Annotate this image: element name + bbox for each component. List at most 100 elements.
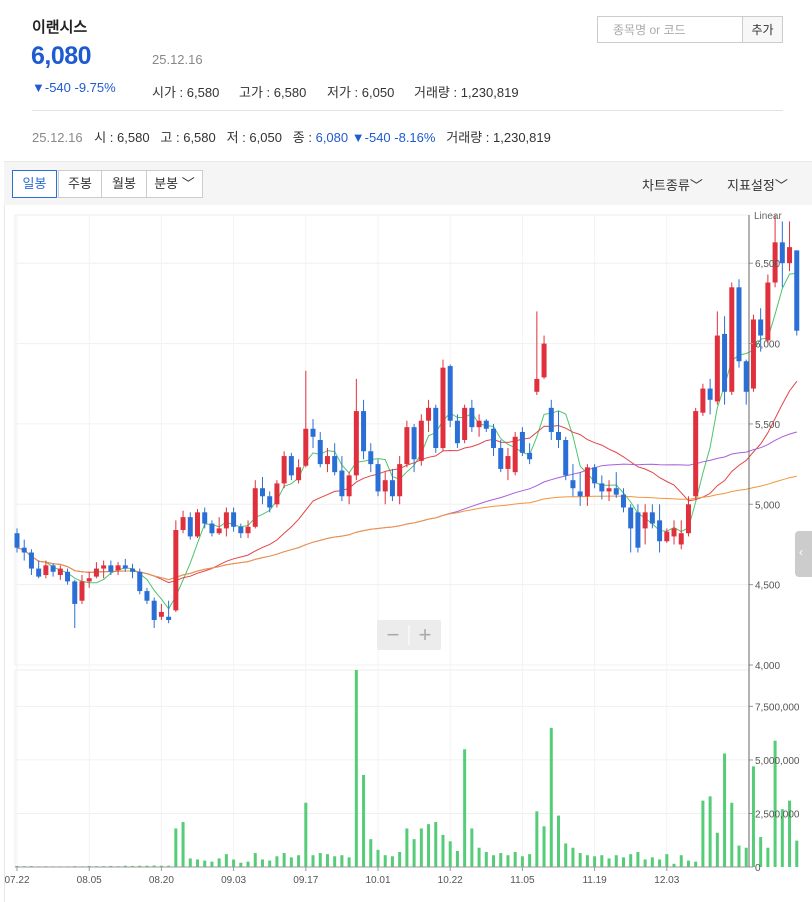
volume-bar — [658, 859, 662, 867]
volume-bar — [145, 865, 149, 867]
scale-label: Linear — [754, 211, 782, 222]
high-price: 고가 : 6,580 — [239, 85, 307, 100]
chart-type-menu[interactable]: 차트종류﹀ — [642, 178, 703, 193]
current-price: 6,080 — [31, 42, 92, 70]
volume-bar — [419, 828, 423, 867]
volume-bar — [196, 859, 199, 867]
price-tick-label: 4,500 — [755, 581, 780, 592]
volume-bar — [513, 852, 517, 867]
volume-bar — [715, 832, 719, 867]
tab-daily[interactable]: 일봉 — [12, 170, 57, 198]
candle-body — [389, 480, 395, 497]
volume-bar — [253, 853, 257, 867]
volume-bar — [123, 865, 127, 867]
volume-bar — [694, 861, 698, 867]
candle-body — [303, 428, 309, 466]
volume-bar — [333, 856, 337, 867]
x-tick-label: 11.05 — [510, 875, 535, 886]
volume-bar — [607, 858, 611, 867]
volume-bar — [484, 852, 488, 867]
volume-bar — [766, 847, 770, 867]
candle-body — [86, 578, 92, 582]
volume-bar — [492, 855, 496, 867]
volume-bar — [232, 859, 236, 867]
x-tick-label: 10.22 — [438, 875, 463, 886]
x-tick-label: 07.22 — [5, 875, 30, 886]
volume-bar — [181, 822, 185, 867]
price-tick-label: 6,500 — [755, 259, 780, 270]
volume-bar — [686, 860, 690, 867]
side-panel-handle[interactable]: ‹ — [795, 531, 812, 577]
candle-body — [173, 530, 179, 611]
tab-minute[interactable]: 분봉 ﹀ — [146, 170, 203, 198]
candle-body — [418, 420, 424, 461]
candle-body — [570, 480, 576, 489]
price-tick-label: 6,000 — [755, 340, 780, 351]
candle-body — [209, 523, 215, 534]
candle-body — [375, 464, 381, 492]
chevron-left-icon: ‹ — [799, 545, 803, 559]
candle-body — [180, 517, 186, 530]
candle-body — [166, 616, 172, 620]
zoom-out-button[interactable]: − — [387, 622, 400, 647]
volume-bar — [679, 855, 683, 867]
chart-area: 4,000 4,500 5,000 5,500 6,000 6,500 0 2,500,000… — [4, 205, 812, 902]
search-input[interactable] — [598, 17, 743, 42]
x-tick-label: 11.19 — [582, 875, 607, 886]
add-button[interactable]: 추가 — [742, 16, 783, 43]
ohlc-date: 25.12.16 — [32, 130, 83, 145]
price-volume-chart[interactable]: 4,000 4,500 5,000 5,500 6,000 6,500 0 2,500,000… — [4, 205, 812, 902]
volume-bar — [210, 861, 214, 867]
candle-body — [216, 528, 222, 534]
volume-bar — [260, 859, 264, 867]
volume-bar — [737, 845, 741, 867]
candle-body — [411, 427, 417, 460]
zoom-in-button[interactable]: + — [419, 622, 432, 647]
volume-bar — [354, 670, 358, 867]
candle-body — [541, 343, 547, 378]
candle-body — [794, 250, 800, 331]
candle-body — [252, 488, 258, 527]
x-tick-label: 09.03 — [221, 875, 246, 886]
volume-bar — [340, 855, 344, 867]
candle-body — [476, 420, 482, 428]
ma20-line — [16, 380, 798, 584]
candle-body — [584, 467, 590, 497]
volume-bar — [282, 853, 286, 867]
candle-body — [642, 512, 648, 529]
volume-bar — [109, 865, 113, 867]
candle-body — [483, 420, 489, 429]
chevron-down-icon: ﹀ — [774, 178, 788, 193]
ohlc-summary: 25.12.16 시 : 6,580 고 : 6,580 저 : 6,050 종… — [32, 130, 551, 145]
candle-body — [245, 526, 251, 534]
candle-body — [158, 611, 164, 617]
tab-monthly[interactable]: 월봉 — [101, 170, 147, 198]
volume-bar — [239, 862, 243, 867]
ohlc-change: ▼-540 -8.16% — [351, 130, 436, 145]
volume-bar — [188, 858, 192, 867]
volume-bar — [383, 855, 387, 867]
volume-bar — [535, 811, 539, 867]
candle-body — [454, 420, 460, 444]
candle-body — [714, 335, 720, 402]
candle-body — [620, 494, 626, 508]
candle-body — [72, 581, 78, 604]
price-tick-label: 4,000 — [755, 661, 780, 672]
candle-body — [346, 475, 352, 497]
candle-body — [28, 552, 34, 569]
volume-bar — [585, 855, 589, 867]
volume-bar — [217, 858, 221, 867]
candle-body — [635, 512, 641, 548]
volume-bar — [600, 855, 604, 867]
candle-body — [267, 496, 273, 508]
volume-bar — [224, 854, 228, 867]
candle-body — [628, 507, 634, 529]
volume-bar — [347, 857, 351, 867]
candle-body — [43, 565, 49, 575]
tab-weekly[interactable]: 주봉 — [58, 170, 102, 198]
zoom-control: − + — [377, 620, 441, 650]
candle-body — [137, 571, 143, 592]
volume-bar — [593, 856, 597, 867]
volume-bar — [434, 822, 438, 867]
indicator-settings-menu[interactable]: 지표설정﹀ — [727, 178, 788, 193]
